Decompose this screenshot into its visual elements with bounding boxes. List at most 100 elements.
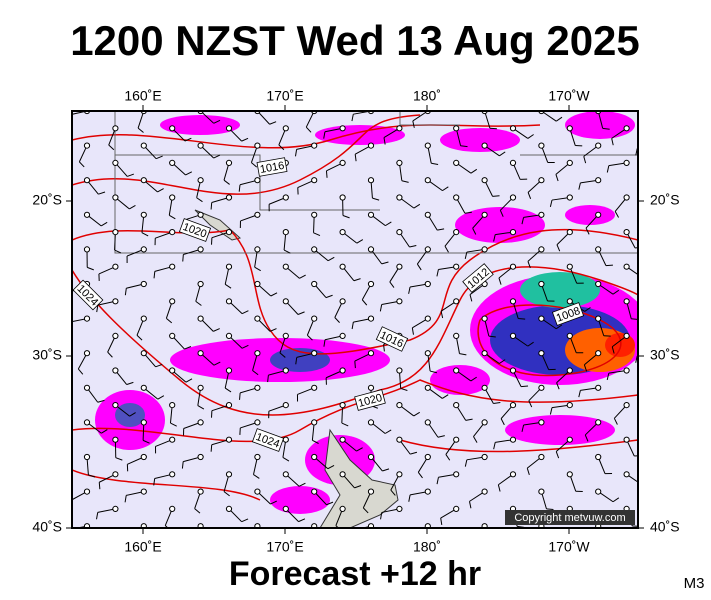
- barb-station: [112, 229, 119, 236]
- barb-feather: [521, 217, 525, 225]
- barb-feather: [644, 195, 648, 201]
- barb-feather: [602, 127, 610, 130]
- barb-staff: [655, 457, 670, 467]
- barb-station: [311, 488, 318, 495]
- lon-label: 180˚: [413, 88, 441, 104]
- barb-station: [367, 350, 375, 357]
- barb-station: [339, 332, 346, 339]
- barb-station: [595, 315, 602, 322]
- barb-feather: [278, 144, 285, 151]
- barb-feather: [269, 121, 277, 125]
- barb-station: [652, 316, 657, 321]
- barb-feather: [442, 186, 449, 192]
- barb-feather: [527, 341, 534, 347]
- barb-feather: [101, 429, 108, 434]
- barb-station: [339, 367, 346, 374]
- barb-feather: [195, 300, 202, 306]
- barb-feather: [469, 294, 473, 302]
- barb-station: [453, 402, 460, 409]
- barb-feather: [184, 137, 192, 142]
- barb-station: [282, 402, 289, 409]
- barb-feather: [436, 477, 439, 485]
- barb-feather: [96, 305, 99, 313]
- barb-station: [481, 315, 488, 322]
- barb-station: [282, 229, 289, 236]
- barb-feather: [241, 137, 249, 142]
- barb-station: [311, 523, 318, 528]
- barb-feather: [473, 436, 478, 443]
- barb-station: [538, 384, 545, 391]
- barb-station: [225, 229, 233, 236]
- barb-feather: [556, 533, 562, 537]
- barb-feather: [351, 322, 354, 330]
- lon-label: 170˚W: [548, 88, 590, 104]
- barb-station: [197, 523, 204, 528]
- barb-station: [538, 280, 545, 288]
- barb-feather: [382, 468, 390, 472]
- barb-feather: [170, 422, 177, 427]
- barb-station: [140, 177, 147, 184]
- barb-feather: [126, 381, 134, 386]
- barb-feather: [389, 281, 395, 288]
- barb-station: [538, 315, 545, 322]
- barb-station: [367, 315, 375, 322]
- barb-feather: [351, 114, 354, 122]
- barb-feather: [313, 232, 321, 237]
- barb-station: [595, 211, 602, 218]
- barb-feather: [297, 311, 305, 315]
- barb-feather: [241, 344, 249, 349]
- barb-station: [652, 108, 657, 113]
- barb-feather: [440, 517, 443, 526]
- barb-station: [169, 402, 176, 409]
- barb-station: [623, 263, 630, 270]
- barb-station: [595, 142, 602, 149]
- barb-feather: [583, 156, 587, 164]
- barb-station: [339, 436, 346, 443]
- barb-feather: [98, 482, 101, 490]
- barb-feather: [210, 444, 213, 452]
- barb-station: [254, 350, 261, 357]
- barb-feather: [584, 434, 589, 442]
- barb-station: [197, 142, 204, 149]
- barb-station: [225, 298, 233, 305]
- barb-feather: [578, 182, 581, 190]
- barb-feather: [640, 329, 642, 336]
- barb-feather: [385, 221, 392, 227]
- barb-station: [509, 263, 517, 270]
- barb-feather: [253, 474, 260, 479]
- barb-station: [282, 471, 289, 478]
- barb-station: [595, 384, 602, 391]
- barb-staff: [643, 388, 655, 402]
- barb-station: [83, 142, 91, 149]
- barb-feather: [445, 454, 451, 461]
- barb-station: [169, 367, 176, 374]
- barb-feather: [527, 192, 532, 200]
- barb-station: [339, 159, 346, 166]
- barb-station: [311, 384, 318, 391]
- barb-station: [197, 453, 204, 461]
- barb-feather: [464, 251, 468, 259]
- barb-station: [140, 350, 147, 357]
- barb-feather: [129, 205, 136, 210]
- barb-station: [112, 436, 119, 443]
- barb-station: [367, 211, 375, 218]
- barb-station: [112, 332, 119, 339]
- barb-station: [197, 419, 204, 426]
- barb-feather: [294, 149, 298, 157]
- barb-feather: [124, 495, 127, 503]
- barb-station: [481, 350, 488, 357]
- barb-station: [225, 436, 233, 443]
- barb-feather: [356, 447, 363, 452]
- barb-station: [339, 229, 346, 236]
- barb-feather: [527, 134, 534, 139]
- barb-station: [453, 298, 460, 305]
- barb-station: [197, 384, 204, 391]
- barb-station: [566, 402, 573, 409]
- barb-station: [566, 194, 573, 201]
- isobar-label: 1016: [256, 157, 288, 177]
- barb-feather: [184, 346, 192, 350]
- barb-station: [311, 246, 318, 253]
- barb-station: [424, 211, 431, 218]
